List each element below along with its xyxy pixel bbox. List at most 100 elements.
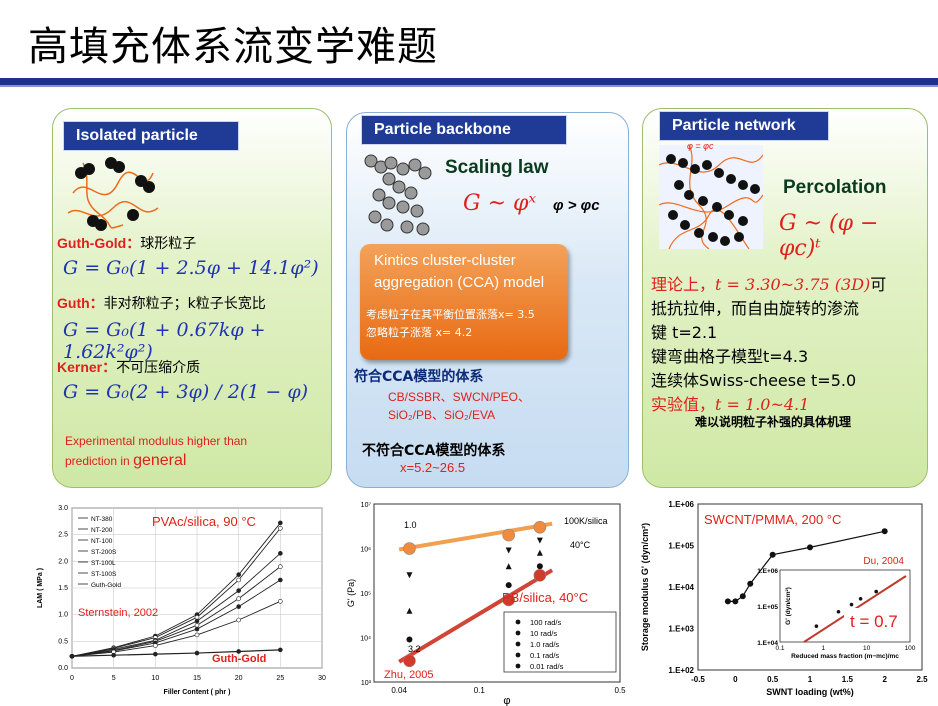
chart2-y-tick: 10⁷ [361,502,372,509]
chart1-data-point [194,618,200,624]
chart2-y-tick: 10⁶ [360,547,371,554]
chart1-x-tick: 0 [70,675,74,682]
chart3-source: Du, 2004 [863,556,904,567]
chart3-inset-data-point [814,624,819,628]
percolation-label: Percolation [783,177,887,198]
cca-nofit-range: x=5.2~26.5 [400,460,466,475]
cca-nofit-title: 不符合CCA模型的体系 [362,443,506,459]
chart1-x-tick: 30 [318,675,326,682]
chart2-label-top: 100K/silica [564,516,608,526]
page-title: 高填充体系流变学难题 [28,24,438,70]
chart1-data-point [153,651,158,657]
chart2-data-point [406,636,413,643]
chart3-slope-label: t = 0.7 [850,612,898,631]
chart2-fit-line-bottom [398,568,554,664]
chart2-data-point [505,582,512,589]
chart1-legend-entry: NT-100 [91,538,113,545]
chart1-data-point [278,577,283,583]
network-illustration [659,145,763,249]
chart3-y-tick: 1.E+06 [668,500,694,509]
chart2-data-point [406,607,413,614]
chart3-xlabel: SWNT loading (wt%) [766,687,854,697]
chart1-source: Sternstein, 2002 [78,607,158,619]
chart2-label-temp: 40°C [570,540,591,550]
chart2-data-point [406,572,413,579]
chart1-legend-entry: NT-380 [91,516,113,523]
chart-swcnt-pmma: -0.5 0 0.5 1 1.5 2 2.5 1.E+02 1.E+03 1.E+04 1.E+05… [640,500,928,697]
chart2-data-point [533,568,547,582]
kerner-desc: 不可压缩介质 [116,360,201,376]
percolation-conclusion: 难以说明粒子补强的具体机理 [695,415,852,429]
chart1-data-point [236,604,241,609]
chart3-x-tick: -0.5 [691,675,705,684]
backbone-illustration [364,154,432,236]
chart2-legend-box [503,611,617,673]
chart3-data-point [747,580,754,587]
chart3-x-tick: 1.5 [842,675,854,684]
chart1-x-tick: 15 [193,675,201,682]
chart3-inset-x-tick: 1 [822,645,826,652]
chart3-data-point [732,598,739,605]
chart2-legend-marker [515,652,521,658]
chart2-legend-entry: 0.1 rad/s [530,651,559,660]
chart3-inset-x-tick: 10 [863,645,871,652]
chart3-x-tick: 0 [733,675,738,684]
chart2-legend-entry: 0.01 rad/s [530,662,564,671]
chart1-data-point [278,647,283,653]
panel-particle-network: Particle network φ = φc Percolation G ~ … [642,108,928,488]
cca-line-1: Kintics cluster-cluster [374,252,516,269]
chart1-y-tick: 1.5 [58,585,68,592]
percolation-equation: G ~ (φ − φc)ᵗ [779,211,879,261]
chart3-ylabel: Storage modulus G' (dyn/cm²) [640,523,650,651]
chart1-series-line [71,527,281,657]
chart2-data-point [536,549,543,556]
chart1-xlabel: Filler Content ( phr ) [164,689,231,696]
network-phi-label: φ = φc [687,141,714,151]
chart1-ylabel: LAM ( MPa ) [37,568,44,608]
chart1-data-point [236,577,241,583]
chart2-legend-marker [515,663,521,669]
chart2-data-point [502,528,515,542]
chart2-data-point [502,593,515,607]
chart3-inset-xlabel: Reduced mass fraction (m−mc)/mc [791,653,899,660]
cca-line-3: 考虑粒子在其平衡位置涨落x= 3.5 [366,308,535,321]
chart2-legend-entry: 10 rad/s [530,629,557,638]
chart3-x-tick: 2 [882,675,887,684]
chart3-inset-x-tick: 0.1 [775,645,784,652]
chart1-data-point [236,588,241,593]
chart2-data-point [536,537,543,544]
scaling-condition: φ > φc [553,197,600,214]
chart3-data-point [739,593,746,600]
cca-fit-list: CB/SSBR、SWCN/PEO、 SiO₂/PB、SiO₂/EVA [388,390,531,422]
chart3-inset-y-tick: 1.E+04 [757,640,778,647]
chart1-data-point [194,623,200,628]
chart1-data-point [69,653,75,659]
chart1-data-point [153,643,158,648]
cca-model-box: Kintics cluster-cluster aggregation (CCA… [360,244,568,360]
chart3-data-point [807,544,813,551]
chart1-y-tick: 1.0 [58,612,68,619]
chart1-series-line [71,600,281,657]
chart1-legend-entry: ST-100S [91,571,117,578]
chart2-data-point [505,547,512,554]
chart2-data-point [505,563,512,570]
chart1-y-tick: 0.5 [58,638,68,645]
chart3-inset-data-point [858,597,863,601]
chart1-legend-entry: ST-200S [91,549,117,556]
chart1-x-tick: 5 [112,675,116,682]
chart3-y-tick: 1.E+05 [668,542,694,551]
chart1-legend-entry: NT-200 [91,527,113,534]
chart1-curve-label: Guth-Gold [212,653,266,665]
chart1-y-tick: 2.5 [58,532,68,539]
chart2-ylabel: G' (Pa) [346,579,356,607]
chart3-y-tick: 1.E+03 [668,625,694,634]
chart2-y-tick: 10⁴ [360,636,371,643]
chart2-legend-entry: 1.0 rad/s [530,640,559,649]
chart3-inset-y-tick: 1.E+05 [757,604,778,611]
chart1-y-tick: 3.0 [58,505,68,512]
guth-gold-equation: G = G₀(1 + 2.5φ + 14.1φ²) [63,257,319,279]
percolation-notes: 理论上，t = 3.30~3.75 (3D)可 抵抗拉伸，而自由旋转的渗流 键 … [651,275,887,414]
chart3-inset-data-point [836,609,841,614]
chart2-data-point [403,654,416,668]
chart1-data-point [236,617,241,623]
